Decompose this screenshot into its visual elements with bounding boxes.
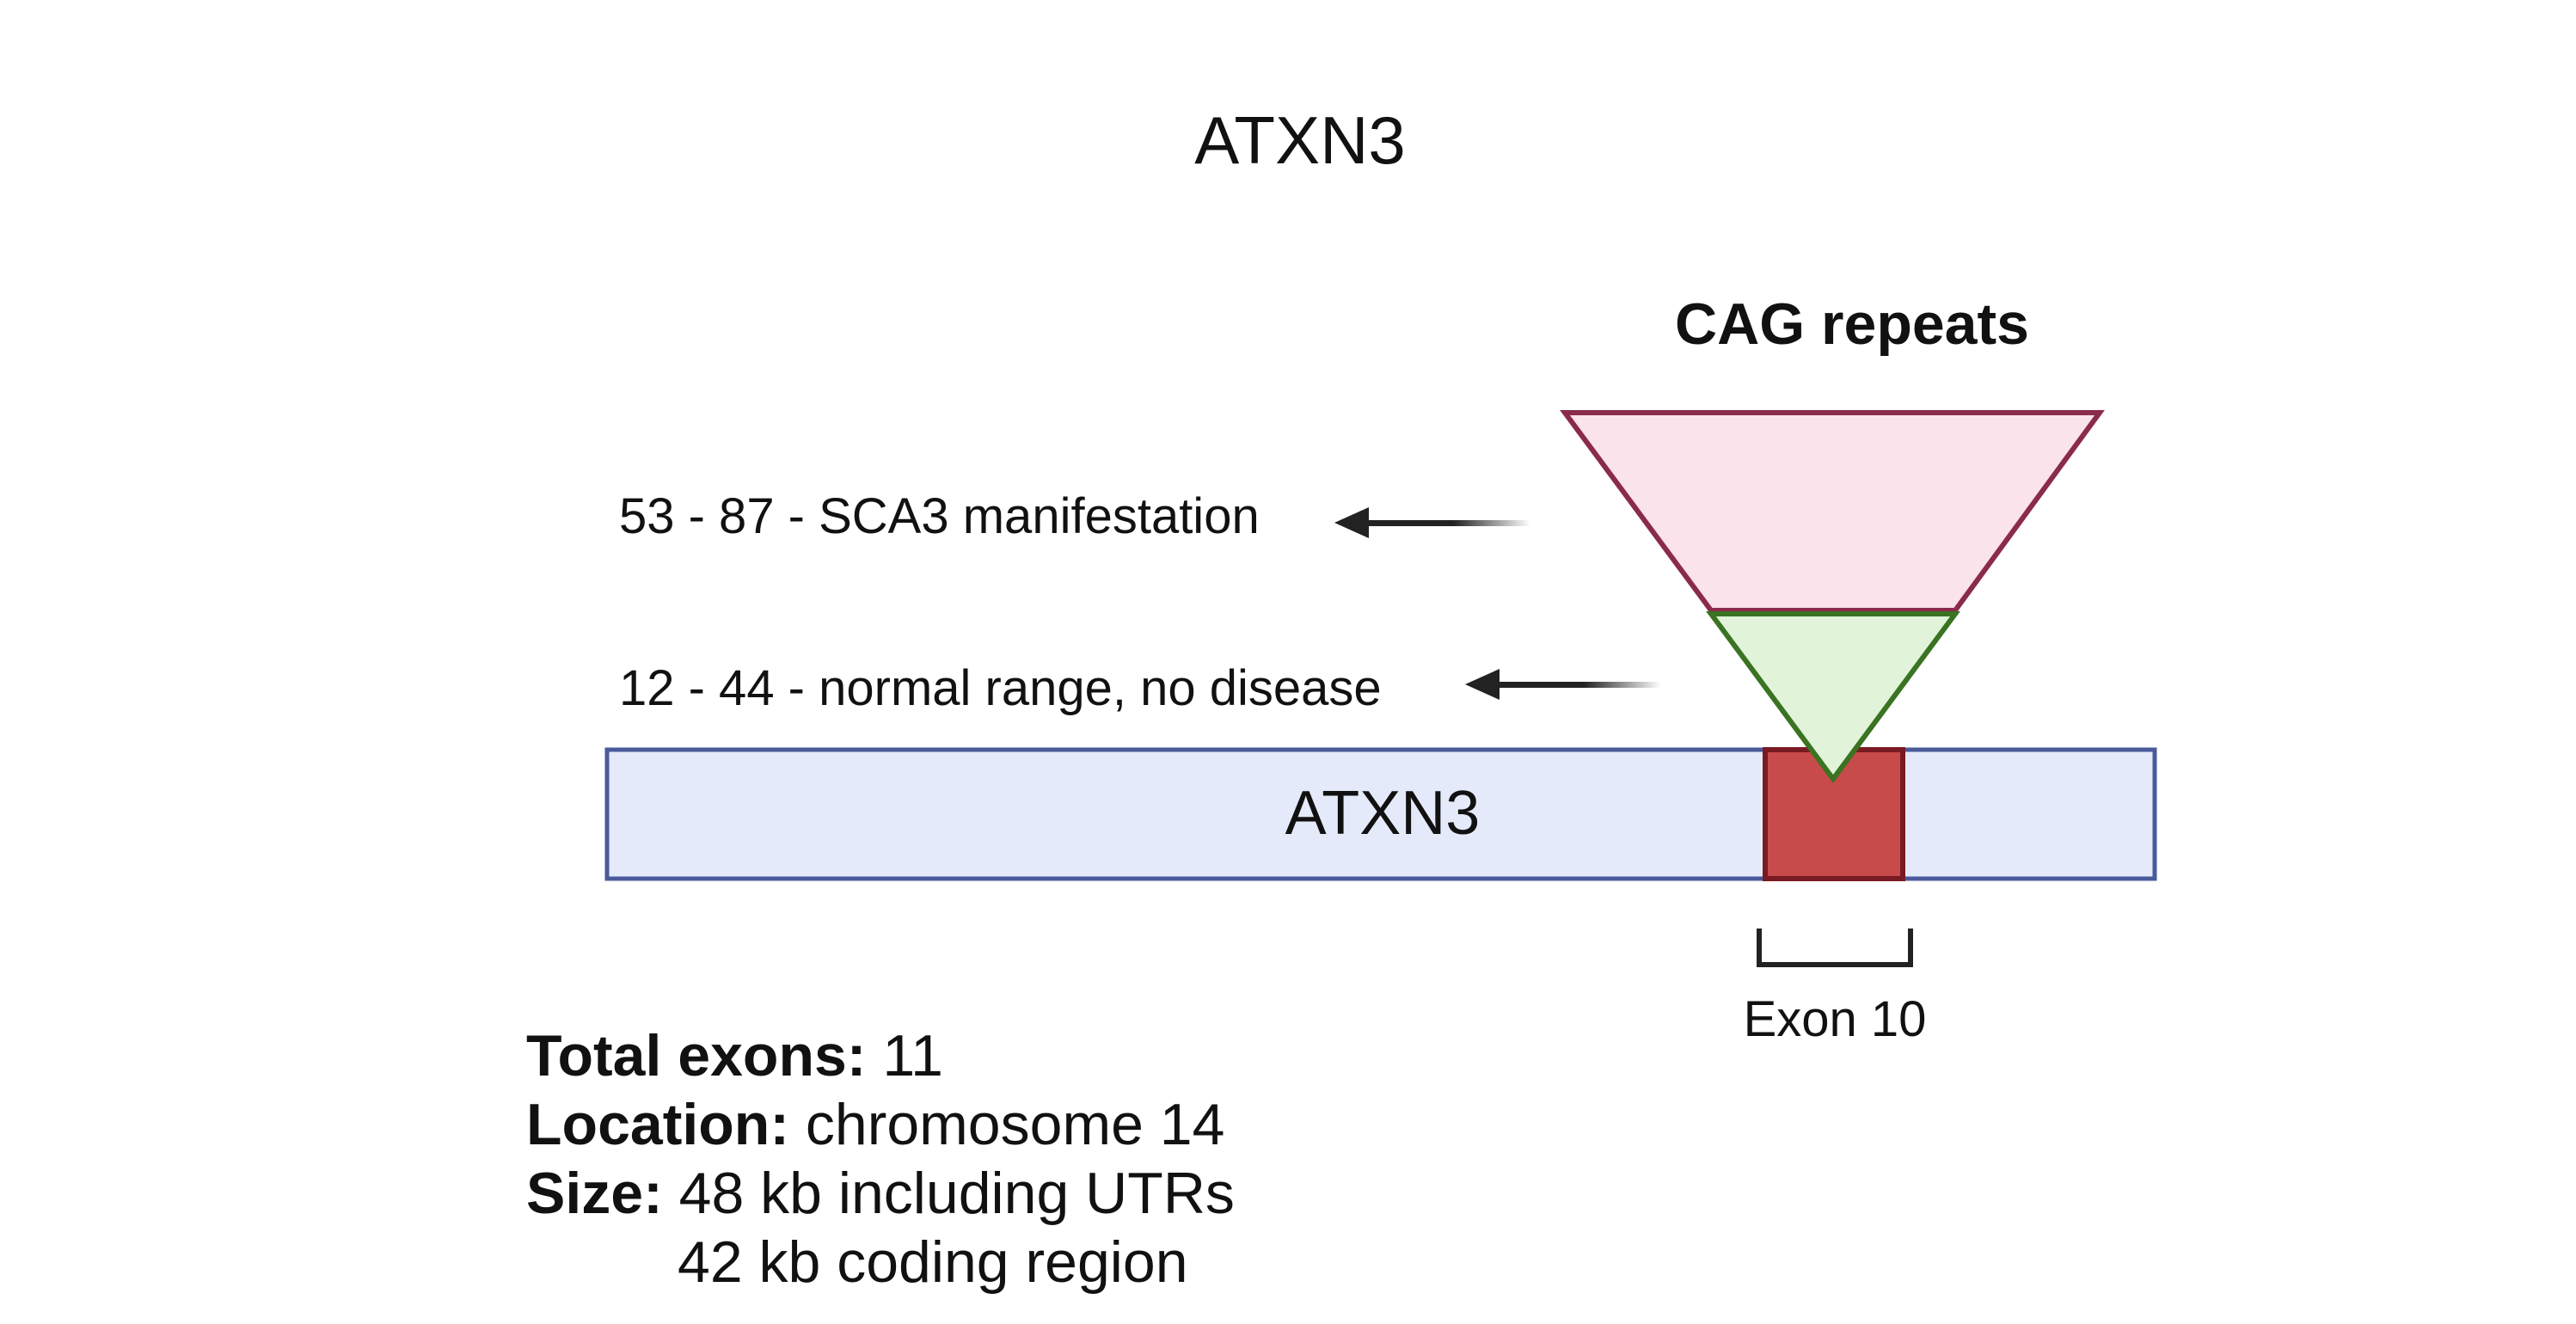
total-exons-label: Total exons: [526,1023,867,1088]
total-exons-value: 11 [882,1023,943,1088]
expanded-repeat-wedge [1565,413,2100,610]
size-row-coding: 42 kb coding region [526,1228,1235,1296]
gene-label: ATXN3 [1285,779,1481,848]
cag-repeats-heading: CAG repeats [1675,291,2029,357]
normal-range-label: 12 - 44 - normal range, no disease [619,660,1382,716]
expanded-repeat-wedge-outline [1560,410,2105,613]
normal-range-arrow [1465,669,1661,700]
size-value-coding: 42 kb coding region [678,1229,1188,1295]
gene-info-block: Total exons: 11 Location: chromosome 14 … [526,1021,1235,1296]
location-row: Location: chromosome 14 [526,1090,1235,1159]
location-value: chromosome 14 [805,1092,1225,1157]
exon-10-bracket [1757,929,1913,967]
size-value-utrs: 48 kb including UTRs [678,1161,1235,1226]
size-row: Size: 48 kb including UTRs [526,1159,1235,1228]
exon-10-label: Exon 10 [1744,991,1927,1047]
expanded-range-label: 53 - 87 - SCA3 manifestation [619,488,1260,544]
location-label: Location: [526,1092,789,1157]
normal-repeat-wedge-outline [1706,611,1960,784]
diagram-title: ATXN3 [1194,102,1406,178]
normal-repeat-wedge [1711,614,1955,779]
size-label: Size: [526,1161,663,1226]
total-exons-row: Total exons: 11 [526,1021,1235,1090]
gene-bar-outline [604,747,2157,881]
expanded-range-arrow [1334,507,1530,538]
